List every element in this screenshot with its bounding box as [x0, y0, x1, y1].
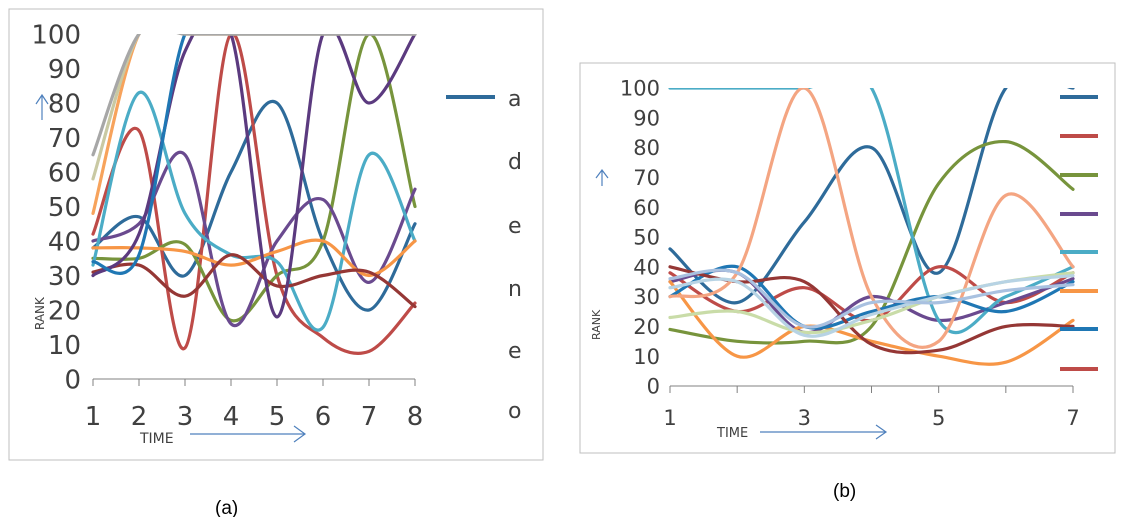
chart-b-series-9-line: [668, 88, 1075, 349]
chart-a-axis-arrow-1: [190, 425, 307, 443]
chart-a-series-6-line: [91, 238, 417, 278]
chart-a-y-tick-label: 20: [48, 296, 81, 326]
chart-a-x-tick-label: 7: [361, 402, 378, 432]
chart-a-y-tick-label: 0: [64, 365, 81, 395]
chart-b-x-tick-label: 1: [663, 406, 676, 430]
chart-a-legend-label: e: [508, 214, 522, 239]
chart-b-series-11-line: [668, 274, 1075, 338]
chart-a-y-tick-label: 60: [48, 158, 81, 188]
chart-a-x-axis-label: TIME: [139, 431, 174, 447]
chart-b-y-tick-label: 50: [633, 226, 660, 250]
chart-a-y-tick-label: 70: [48, 124, 81, 154]
chart-a-series-12-line: [91, 34, 417, 157]
chart-b-series-5-line: [668, 88, 1075, 335]
chart-b-series-1-line: [668, 88, 1075, 305]
chart-b-x-tick-label: 5: [932, 406, 945, 430]
chart-b-y-tick-label: 20: [633, 315, 660, 339]
chart-a-x-tick-label: 4: [223, 402, 240, 432]
chart-b-y-tick-label: 30: [633, 285, 660, 309]
chart-a-y-axis-label: RANK: [33, 296, 47, 330]
chart-b-frame: [579, 62, 1116, 454]
chart-a-y-tick-label: 50: [48, 193, 81, 223]
chart-a-x-tick-label: 2: [131, 402, 148, 432]
caption-b: (b): [833, 481, 856, 502]
chart-a-x-tick-label: 1: [85, 402, 102, 432]
chart-a-y-tick-label: 90: [48, 55, 81, 85]
chart-a-legend-label: o: [508, 399, 521, 424]
chart-b-x-axis-label: TIME: [716, 426, 748, 441]
chart-a-series-4-line: [91, 150, 417, 328]
chart-a-series-2-line: [91, 34, 417, 356]
chart-a-frame: [8, 8, 544, 461]
chart-a-series-1-line: [91, 99, 417, 312]
chart-a-y-tick-label: 10: [48, 331, 81, 361]
chart-a-x-tick-label: 6: [315, 402, 332, 432]
chart-b-series-3-line: [668, 139, 1075, 345]
chart-b-y-tick-label: 90: [633, 106, 660, 130]
chart-a-legend-label: e: [508, 339, 522, 364]
chart-b-y-tick-label: 40: [633, 255, 660, 279]
chart-b-series-12-line: [668, 268, 1075, 329]
chart-b-x-tick-label: 3: [798, 406, 811, 430]
chart-a-x-tick-label: 5: [269, 402, 286, 432]
chart-b-y-tick-label: 100: [620, 77, 660, 101]
chart-b-y-tick-label: 70: [633, 166, 660, 190]
chart-a-y-tick-label: 100: [31, 20, 81, 50]
caption-a: (a): [215, 498, 238, 517]
chart-a-series-9-line: [91, 34, 417, 275]
chart-a-y-tick-label: 30: [48, 262, 81, 292]
chart-a-y-tick-label: 80: [48, 89, 81, 119]
chart-b-y-tick-label: 60: [633, 196, 660, 220]
chart-a-x-tick-label: 8: [407, 402, 424, 432]
chart-b-axis-arrow-1: [760, 424, 888, 440]
chart-b-y-tick-label: 10: [633, 345, 660, 369]
chart-a-y-tick-label: 40: [48, 227, 81, 257]
chart-a-axis-arrow-2: [35, 93, 49, 120]
chart-a-legend-label: n: [508, 277, 522, 302]
chart-b-y-tick-label: 0: [647, 375, 660, 399]
chart-b-axis-arrow-2: [595, 169, 609, 186]
chart-a-legend-label: d: [508, 150, 522, 175]
chart-b-y-tick-label: 80: [633, 136, 660, 160]
chart-a-legend-label: a: [508, 87, 521, 112]
chart-a-series-5-line: [91, 90, 417, 332]
chart-b-y-axis-label: RANK: [590, 309, 603, 340]
chart-a-series-7-line: [91, 253, 417, 309]
chart-b-x-tick-label: 7: [1066, 406, 1079, 430]
chart-a-x-tick-label: 3: [177, 402, 194, 432]
chart-b-series-7-line: [668, 264, 1075, 330]
